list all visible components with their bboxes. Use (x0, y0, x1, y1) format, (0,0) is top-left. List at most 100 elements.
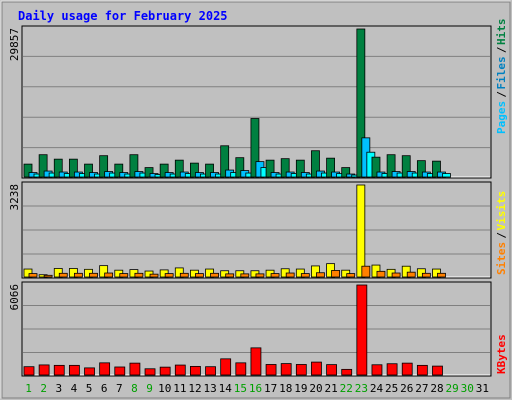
bar-kbytes-day-18 (280, 363, 292, 376)
legend-entry-files: Files (495, 56, 508, 89)
bar-kbytes-day-26 (401, 362, 413, 376)
bar-kbytes-day-7 (114, 366, 126, 376)
bar-sites-day-16 (255, 273, 265, 278)
bar-hits-day-3 (53, 158, 63, 178)
x-tick-label: 27 (415, 382, 428, 395)
x-tick-label: 11 (173, 382, 186, 395)
y-max-label: 6066 (8, 284, 21, 311)
x-tick-label: 31 (476, 382, 489, 395)
bar-sites-day-18 (285, 272, 295, 278)
bar-kbytes-day-1 (23, 366, 35, 376)
x-tick-label: 14 (219, 382, 233, 395)
x-tick-label: 15 (234, 382, 247, 395)
bar-hits-day-24 (371, 156, 381, 178)
bar-hits-day-16 (250, 118, 260, 178)
bar-sites-day-26 (406, 271, 416, 278)
bar-kbytes-day-22 (341, 368, 353, 376)
bar-hits-day-7 (114, 163, 124, 178)
x-tick-label: 12 (188, 382, 201, 395)
bar-sites-day-24 (376, 270, 386, 278)
y-max-label: 29857 (8, 28, 21, 61)
bar-kbytes-day-19 (295, 364, 307, 376)
bar-sites-day-25 (391, 272, 401, 278)
bar-visits-day-27 (416, 268, 426, 278)
x-tick-label: 20 (309, 382, 322, 395)
bar-kbytes-day-10 (159, 366, 171, 376)
bar-kbytes-day-15 (235, 362, 247, 376)
bar-kbytes-day-9 (144, 368, 156, 376)
bar-sites-day-17 (270, 273, 280, 278)
x-tick-label: 1 (25, 382, 32, 395)
bar-kbytes-day-3 (53, 364, 65, 376)
x-tick-label: 23 (355, 382, 368, 395)
bar-kbytes-day-6 (99, 362, 111, 376)
bar-kbytes-day-8 (129, 362, 141, 376)
bar-hits-day-28 (432, 160, 441, 178)
bar-visits-day-6 (99, 265, 109, 278)
bar-kbytes-day-24 (371, 364, 383, 376)
x-axis-labels: 1 2 3 4 5 6 7 8 9 10 11 12 13 14 15 16 17 18 19 20 21 22 23 24 2… (25, 382, 489, 395)
bar-hits-day-2 (38, 154, 48, 178)
x-tick-label: 5 (86, 382, 93, 395)
legend-entry-kbytes: KBytes (495, 334, 508, 374)
legend: KBytes (495, 334, 508, 374)
bar-hits-day-26 (401, 155, 411, 178)
x-tick-label: 17 (264, 382, 277, 395)
legend-entry-sites: Sites (495, 242, 508, 275)
x-tick-label: 26 (400, 382, 413, 395)
bar-sites-day-5 (89, 272, 98, 278)
bar-visits-day-20 (311, 265, 320, 278)
bar-sites-day-9 (149, 273, 159, 278)
bar-kbytes-day-5 (84, 367, 95, 376)
bar-kbytes-day-25 (386, 363, 398, 376)
bar-visits-day-1 (23, 268, 33, 278)
legend-entry-visits: Visits (495, 191, 508, 231)
x-tick-label: 6 (101, 382, 108, 395)
bar-kbytes-day-12 (190, 365, 201, 376)
legend: Pages/Files/Hits (495, 19, 508, 135)
bar-sites-day-7 (119, 273, 129, 278)
bar-kbytes-day-11 (174, 364, 186, 376)
x-tick-label: 4 (71, 382, 78, 395)
x-tick-label: 28 (430, 382, 443, 395)
bar-sites-day-28 (437, 272, 446, 278)
bar-kbytes-day-16 (250, 347, 262, 376)
bar-hits-day-20 (311, 150, 320, 178)
bar-hits-day-6 (99, 155, 109, 178)
x-tick-label: 29 (446, 382, 459, 395)
x-tick-label: 18 (279, 382, 292, 395)
bar-kbytes-day-21 (326, 364, 337, 376)
x-tick-label: 9 (146, 382, 153, 395)
bar-sites-day-8 (134, 272, 144, 278)
legend-entry-hits: Hits (495, 19, 508, 46)
x-tick-label: 8 (131, 382, 138, 395)
bar-kbytes-day-23 (356, 284, 368, 376)
bar-sites-day-21 (331, 270, 340, 278)
x-tick-label: 30 (461, 382, 474, 395)
bar-hits-day-10 (159, 163, 169, 178)
x-tick-label: 7 (116, 382, 123, 395)
bar-hits-day-8 (129, 154, 139, 178)
x-tick-label: 10 (158, 382, 171, 395)
legend-entry-pages: Pages (495, 101, 508, 134)
bar-sites-day-15 (240, 273, 250, 278)
bar-kbytes-day-27 (416, 364, 428, 376)
bar-sites-day-14 (225, 273, 235, 278)
bar-sites-day-27 (421, 272, 431, 278)
x-tick-label: 24 (370, 382, 384, 395)
bar-visits-day-26 (401, 265, 411, 278)
bar-kbytes-day-28 (432, 365, 443, 376)
x-tick-label: 22 (340, 382, 353, 395)
x-tick-label: 3 (56, 382, 63, 395)
bar-hits-day-14 (220, 145, 230, 178)
bar-sites-day-12 (195, 273, 204, 278)
bar-sites-day-13 (210, 272, 219, 278)
bar-sites-day-10 (164, 273, 174, 278)
panels-group: 29857 3238 6066 (8, 25, 492, 377)
bar-visits-day-23 (356, 184, 366, 278)
legend-separator: / (495, 46, 508, 53)
bar-hits-day-9 (144, 167, 154, 178)
bar-hits-day-1 (23, 163, 33, 178)
